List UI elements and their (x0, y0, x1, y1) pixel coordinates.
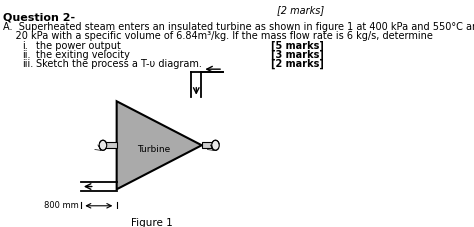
Text: Turbine: Turbine (137, 145, 170, 154)
Text: i.: i. (22, 41, 27, 51)
Circle shape (212, 141, 219, 151)
Bar (103, 142, 117, 149)
Text: Sketch the process a T-υ diagram.: Sketch the process a T-υ diagram. (36, 59, 201, 69)
Text: the exiting velocity: the exiting velocity (36, 50, 129, 60)
Text: Figure 1: Figure 1 (131, 217, 173, 227)
Text: [2 marks]: [2 marks] (277, 5, 324, 15)
Text: 800 mm: 800 mm (44, 200, 79, 210)
Text: [2 marks]: [2 marks] (271, 59, 324, 69)
Text: iii.: iii. (22, 59, 33, 69)
Text: Question 2-: Question 2- (3, 12, 75, 22)
Text: ii.: ii. (22, 50, 30, 60)
Polygon shape (117, 102, 202, 190)
Text: [3 marks]: [3 marks] (271, 50, 324, 60)
Text: 20 kPa with a specific volume of 6.84m³/kg. If the mass flow rate is 6 kg/s, det: 20 kPa with a specific volume of 6.84m³/… (3, 31, 433, 41)
Text: [5 marks]: [5 marks] (271, 41, 324, 51)
Text: the power output: the power output (36, 41, 120, 51)
Circle shape (99, 141, 107, 151)
Text: A.  Superheated steam enters an insulated turbine as shown in figure 1 at 400 kP: A. Superheated steam enters an insulated… (3, 22, 474, 31)
Bar (202, 142, 216, 149)
